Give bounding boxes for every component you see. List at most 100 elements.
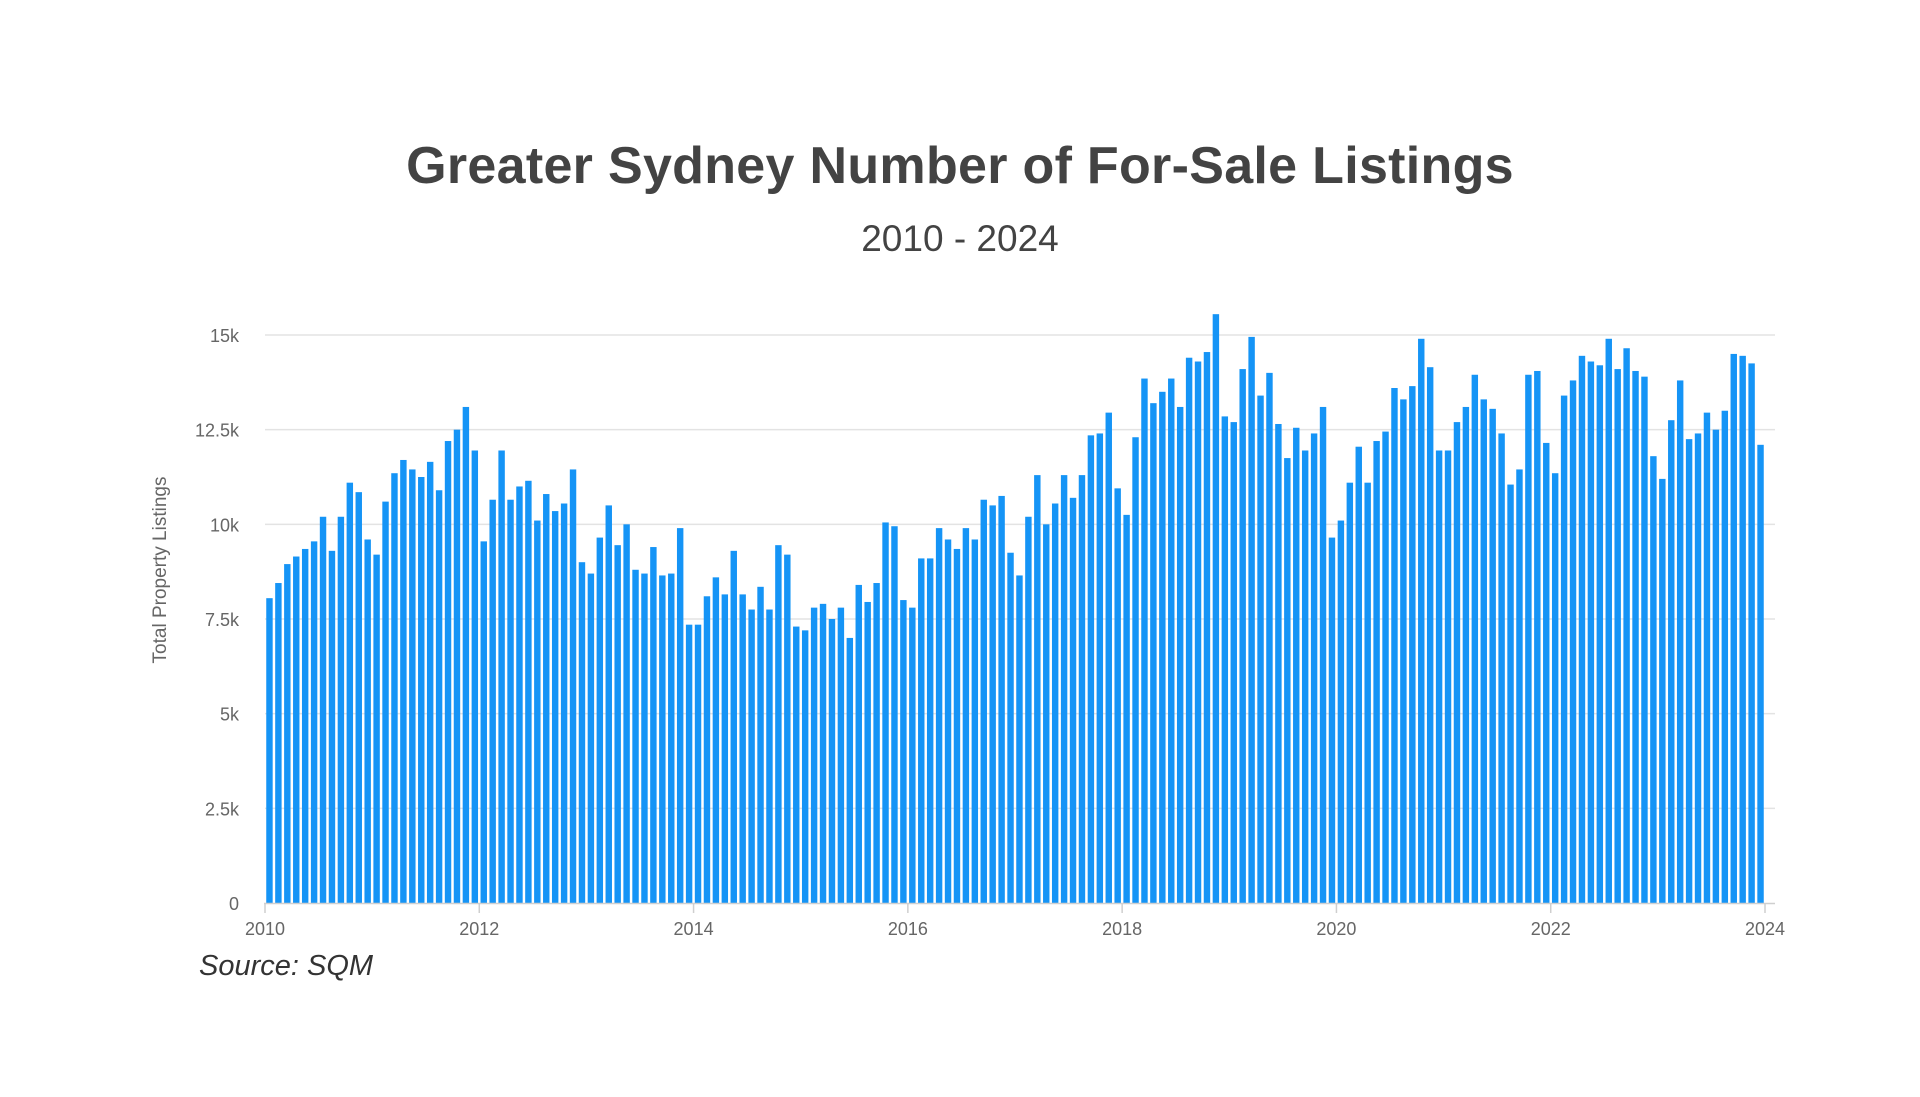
bar bbox=[1596, 365, 1604, 903]
bar bbox=[1132, 437, 1139, 903]
bar bbox=[1337, 520, 1345, 903]
bar bbox=[534, 520, 541, 903]
bar bbox=[1275, 423, 1282, 903]
bar bbox=[1534, 370, 1541, 904]
bar bbox=[1185, 357, 1193, 904]
bar bbox=[641, 573, 648, 903]
bar bbox=[551, 511, 559, 903]
bar bbox=[1712, 429, 1720, 903]
bar bbox=[1543, 442, 1550, 903]
bar bbox=[1551, 473, 1559, 903]
bar bbox=[1060, 475, 1068, 903]
bar bbox=[953, 548, 961, 903]
bar bbox=[1462, 406, 1470, 903]
source-note: Source: SQM bbox=[199, 950, 374, 982]
bar bbox=[301, 548, 309, 903]
bar bbox=[1489, 408, 1496, 903]
bar bbox=[784, 554, 791, 903]
bar bbox=[1346, 482, 1354, 903]
x-tick-label: 2020 bbox=[1316, 919, 1356, 939]
bar bbox=[1685, 439, 1693, 903]
bar bbox=[435, 490, 443, 903]
bar bbox=[873, 583, 880, 903]
bar bbox=[1694, 433, 1702, 903]
bar bbox=[1614, 369, 1621, 904]
bar bbox=[1507, 484, 1514, 903]
bar bbox=[310, 541, 318, 903]
bar bbox=[1676, 380, 1684, 903]
bar bbox=[543, 494, 550, 903]
y-tick-label: 5k bbox=[220, 705, 240, 725]
bar bbox=[828, 619, 836, 903]
bar bbox=[1257, 395, 1264, 903]
bar bbox=[659, 575, 666, 903]
bar bbox=[766, 609, 773, 903]
bar bbox=[1569, 380, 1577, 903]
bar bbox=[801, 630, 809, 903]
bar bbox=[1212, 314, 1220, 903]
bar bbox=[918, 558, 925, 903]
bar bbox=[1328, 537, 1336, 903]
bar bbox=[1373, 441, 1380, 903]
bar bbox=[1114, 488, 1121, 903]
bar bbox=[1078, 475, 1086, 903]
bar bbox=[1516, 469, 1523, 903]
x-tick-label: 2018 bbox=[1102, 919, 1142, 939]
bar bbox=[319, 516, 327, 903]
y-tick-label: 2.5k bbox=[205, 799, 240, 819]
bar bbox=[891, 526, 898, 903]
bar bbox=[909, 607, 916, 903]
bar bbox=[980, 499, 987, 903]
bar bbox=[1426, 367, 1434, 903]
bar bbox=[1650, 456, 1657, 903]
bar bbox=[703, 596, 711, 903]
bars bbox=[266, 314, 1764, 904]
bar bbox=[1587, 361, 1595, 903]
y-tick-label: 7.5k bbox=[205, 610, 240, 630]
bar bbox=[1453, 422, 1461, 903]
bar bbox=[1069, 497, 1077, 903]
bar bbox=[676, 528, 684, 903]
bar bbox=[739, 594, 746, 903]
bar bbox=[775, 545, 782, 903]
bar bbox=[507, 499, 514, 903]
bar bbox=[1159, 391, 1166, 903]
bar bbox=[864, 601, 871, 903]
y-tick-label: 0 bbox=[229, 894, 239, 914]
bar bbox=[1498, 433, 1505, 903]
bar bbox=[1034, 475, 1041, 903]
bar bbox=[1176, 406, 1184, 903]
bar bbox=[926, 558, 934, 903]
bar bbox=[293, 556, 300, 903]
bar bbox=[1748, 363, 1755, 903]
bar bbox=[1087, 435, 1095, 903]
y-tick-label: 10k bbox=[210, 515, 240, 535]
bar bbox=[1641, 376, 1648, 903]
bar bbox=[480, 541, 487, 903]
bar bbox=[605, 505, 612, 903]
bar bbox=[1025, 516, 1032, 903]
bar bbox=[266, 598, 273, 903]
bar bbox=[1444, 450, 1452, 903]
bar bbox=[1730, 353, 1737, 903]
bar bbox=[382, 501, 389, 903]
bar bbox=[1400, 399, 1407, 903]
bar bbox=[1560, 395, 1568, 903]
x-tick-label: 2024 bbox=[1745, 919, 1785, 939]
bar bbox=[409, 469, 416, 903]
x-tick-label: 2012 bbox=[459, 919, 499, 939]
bar bbox=[837, 607, 845, 903]
bar bbox=[694, 624, 702, 903]
bar bbox=[444, 441, 452, 903]
bar bbox=[614, 545, 621, 903]
bar bbox=[793, 626, 800, 903]
bar bbox=[489, 499, 496, 903]
bar bbox=[1194, 361, 1202, 903]
bar bbox=[1168, 378, 1175, 903]
bar bbox=[596, 537, 604, 903]
bar bbox=[373, 554, 380, 903]
bar bbox=[1310, 433, 1318, 903]
bar bbox=[971, 539, 979, 903]
bar bbox=[1293, 427, 1300, 903]
